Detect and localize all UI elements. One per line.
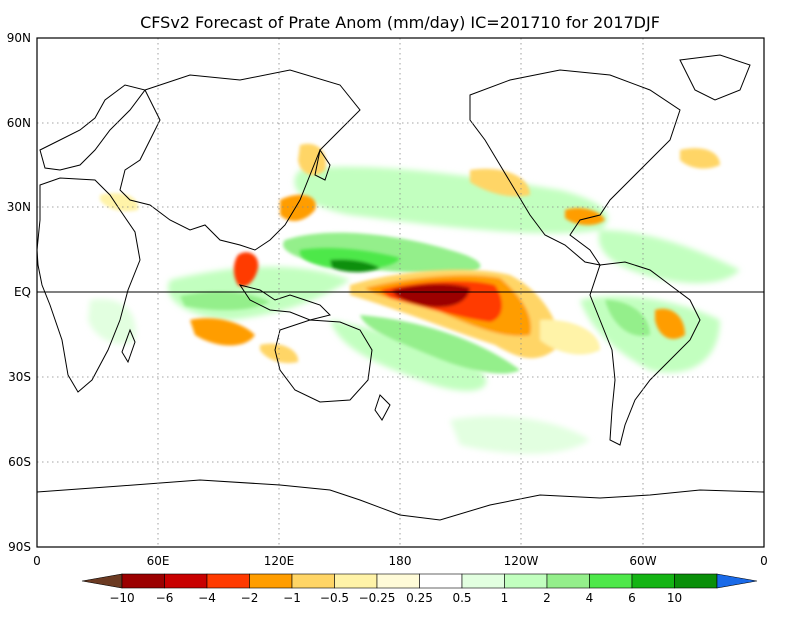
colorbar-swatch xyxy=(546,573,590,589)
colorbar-tick-label: −0.5 xyxy=(320,591,349,605)
colorbar-swatch xyxy=(334,573,378,589)
colorbar-swatch xyxy=(504,573,548,589)
lat-label: 60N xyxy=(7,116,31,130)
lat-label: 30N xyxy=(7,200,31,214)
colorbar-overflow-triangle xyxy=(716,573,758,589)
colorbar-swatch xyxy=(631,573,675,589)
colorbar-tick-label: −4 xyxy=(198,591,216,605)
anomaly-light-green-spcz xyxy=(330,320,487,391)
lon-label: 180 xyxy=(389,554,412,568)
anomaly-yellow-atlantic-north xyxy=(680,148,720,169)
continent-outlines xyxy=(37,54,764,521)
anomaly-green-spcz xyxy=(360,315,520,374)
colorbar-tick-label: 0.5 xyxy=(452,591,471,605)
anomaly-orange-eastasia xyxy=(280,194,316,222)
outline-africa xyxy=(37,177,141,393)
map-frame xyxy=(36,37,765,548)
anomaly-green-brazil xyxy=(605,300,650,336)
colorbar-swatch xyxy=(121,573,165,589)
anomaly-orange-gulf xyxy=(565,208,605,226)
colorbar-tick-label: 1 xyxy=(501,591,509,605)
colorbar-tick-label: −0.25 xyxy=(359,591,396,605)
lon-label: 120E xyxy=(264,554,295,568)
colorbar-swatch xyxy=(674,573,718,589)
lon-label: 60W xyxy=(629,554,656,568)
lon-label: 0 xyxy=(33,554,41,568)
outline-south-america xyxy=(589,261,701,446)
colorbar-swatch xyxy=(376,573,420,589)
anomaly-light-green-northpac xyxy=(294,166,608,234)
anomaly-darkred-central-pac xyxy=(392,284,470,308)
anomaly-darkest-green-westpac xyxy=(330,259,380,273)
outline-newzealand xyxy=(374,394,391,421)
outline-antarctica xyxy=(37,479,764,521)
lat-label: EQ xyxy=(14,285,31,299)
lon-label: 0 xyxy=(760,554,768,568)
colorbar-tick-label: 10 xyxy=(667,591,682,605)
outline-asia xyxy=(119,69,361,251)
outline-australia xyxy=(274,319,373,403)
colorbar-swatch xyxy=(589,573,633,589)
colorbar-underflow-triangle xyxy=(81,573,123,589)
longitude-labels: 0 60E 120E 180 120W 60W 0 xyxy=(33,554,768,568)
outline-maritime xyxy=(238,284,331,321)
colorbar-swatch xyxy=(461,573,505,589)
colorbar-swatch xyxy=(249,573,293,589)
anomaly-light-green-southern xyxy=(450,416,590,454)
colorbar-tick-label: −2 xyxy=(241,591,259,605)
anomaly-yellow-na xyxy=(100,193,139,212)
outline-madagascar xyxy=(121,328,136,364)
lat-label: 90S xyxy=(8,540,31,554)
lon-label: 120W xyxy=(504,554,539,568)
outline-greenland xyxy=(679,54,751,101)
anomaly-light-green-africa xyxy=(88,299,136,344)
colorbar-tick-label: 2 xyxy=(543,591,551,605)
lon-label: 60E xyxy=(147,554,170,568)
colorbar-swatch xyxy=(206,573,250,589)
anomaly-field xyxy=(88,143,740,454)
colorbar-swatch xyxy=(164,573,208,589)
lat-label: 30S xyxy=(8,370,31,384)
colorbar: −10 −6 −4 −2 −1 −0.5 −0.25 0.25 0.5 1 2 4 6 10 xyxy=(81,573,758,605)
colorbar-tick-label: 0.25 xyxy=(406,591,433,605)
lat-label: 90N xyxy=(7,31,31,45)
lat-label: 60S xyxy=(8,455,31,469)
colorbar-tick-label: 6 xyxy=(628,591,636,605)
colorbar-tick-label: −6 xyxy=(156,591,174,605)
map-title: CFSv2 Forecast of Prate Anom (mm/day) IC… xyxy=(140,13,660,32)
colorbar-tick-label: 4 xyxy=(586,591,594,605)
anomaly-light-green-atlantic xyxy=(598,230,740,284)
anomaly-orange-brazil xyxy=(655,308,685,340)
outline-north-america xyxy=(469,69,681,266)
colorbar-swatch xyxy=(419,573,463,589)
latitude-labels: 90N 60N 30N EQ 30S 60S 90S xyxy=(7,31,31,554)
outline-europe xyxy=(39,84,146,171)
anomaly-red-maritime xyxy=(233,252,259,287)
anomaly-orange-indian xyxy=(190,318,255,346)
outline-japan xyxy=(314,148,331,181)
anomaly-yellow-southpac xyxy=(540,319,600,355)
map-gridlines xyxy=(37,38,764,547)
anomaly-strong-green-westpac xyxy=(299,247,400,270)
colorbar-tick-label: −1 xyxy=(283,591,301,605)
colorbar-swatch xyxy=(291,573,335,589)
colorbar-tick-label: −10 xyxy=(109,591,134,605)
